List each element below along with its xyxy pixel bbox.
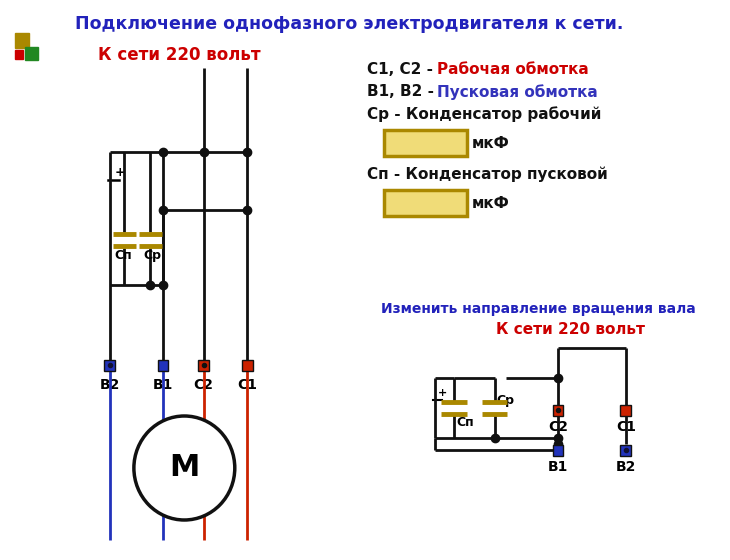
Bar: [620, 445, 631, 455]
Bar: [242, 360, 253, 371]
Text: В1: В1: [153, 378, 173, 392]
Text: мкФ: мкФ: [472, 136, 510, 151]
Bar: [620, 404, 631, 416]
Text: К сети 220 вольт: К сети 220 вольт: [98, 46, 261, 64]
Bar: [553, 404, 564, 416]
Text: Рабочая обмотка: Рабочая обмотка: [437, 62, 588, 77]
Text: С1, С2 -: С1, С2 -: [366, 62, 438, 77]
Text: К сети 220 вольт: К сети 220 вольт: [496, 322, 645, 337]
Text: Пусковая обмотка: Пусковая обмотка: [437, 84, 597, 100]
Text: мкФ: мкФ: [472, 195, 510, 211]
Bar: [15, 33, 29, 48]
Text: Подключение однофазного электродвигателя к сети.: Подключение однофазного электродвигателя…: [75, 15, 623, 33]
Circle shape: [134, 416, 235, 520]
Text: М: М: [169, 454, 199, 483]
Text: +: +: [437, 388, 447, 398]
Text: Сп: Сп: [115, 249, 132, 262]
Bar: [384, 190, 466, 216]
Text: Сп: Сп: [456, 416, 474, 429]
Text: С1: С1: [237, 378, 258, 392]
Text: С1: С1: [616, 420, 636, 434]
Bar: [26, 47, 38, 60]
Bar: [15, 50, 23, 59]
Text: В1: В1: [548, 460, 568, 474]
Text: В1, В2 -: В1, В2 -: [366, 84, 439, 99]
Text: С2: С2: [193, 378, 214, 392]
Text: Изменить направление вращения вала: Изменить направление вращения вала: [381, 302, 696, 316]
Text: Сп - Конденсатор пусковой: Сп - Конденсатор пусковой: [366, 166, 607, 181]
Text: Ср: Ср: [143, 249, 161, 262]
Text: В2: В2: [615, 460, 636, 474]
Bar: [158, 360, 169, 371]
Bar: [384, 130, 466, 156]
Text: С2: С2: [548, 420, 568, 434]
Bar: [104, 360, 115, 371]
Text: Ср - Конденсатор рабочий: Ср - Конденсатор рабочий: [366, 106, 601, 122]
Bar: [553, 445, 564, 455]
Text: В2: В2: [99, 378, 120, 392]
Bar: [199, 360, 209, 371]
Text: Ср: Ср: [496, 394, 515, 407]
Text: +: +: [115, 166, 125, 179]
